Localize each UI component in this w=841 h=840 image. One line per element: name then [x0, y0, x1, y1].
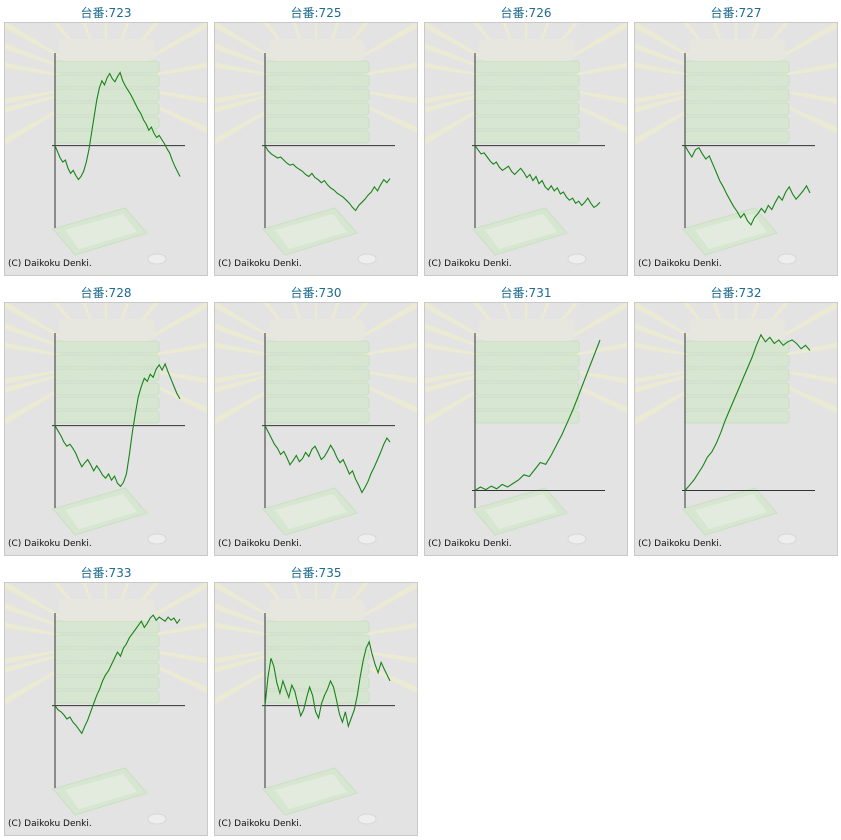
background-illustration — [635, 303, 837, 545]
copyright-text: (C) Daikoku Denki. — [218, 819, 302, 829]
machine-number-link[interactable]: 台番:726 — [500, 6, 552, 20]
copyright-text: (C) Daikoku Denki. — [8, 259, 92, 269]
series-line — [264, 640, 391, 729]
series-line — [54, 614, 181, 735]
machine-number-link[interactable]: 台番:732 — [710, 286, 762, 300]
chart-panel[interactable]: (C) Daikoku Denki. — [4, 582, 208, 836]
chart-title: 台番:733 — [4, 565, 208, 581]
copyright-text: (C) Daikoku Denki. — [638, 259, 722, 269]
background-illustration — [635, 23, 837, 265]
copyright-text: (C) Daikoku Denki. — [428, 539, 512, 549]
chart-panel[interactable]: (C) Daikoku Denki. — [424, 22, 628, 276]
series-line — [684, 333, 811, 491]
line-chart — [635, 303, 837, 545]
copyright-text: (C) Daikoku Denki. — [8, 539, 92, 549]
machine-number-link[interactable]: 台番:727 — [710, 6, 762, 20]
background-illustration — [5, 583, 207, 825]
background-illustration — [215, 303, 417, 545]
machine-number-link[interactable]: 台番:731 — [500, 286, 552, 300]
series-line — [264, 145, 391, 212]
copyright-text: (C) Daikoku Denki. — [218, 539, 302, 549]
machine-number-link[interactable]: 台番:730 — [290, 286, 342, 300]
machine-number-link[interactable]: 台番:735 — [290, 566, 342, 580]
machine-chart-card: 台番:731 (C) Daikoku Denki. — [424, 282, 628, 556]
chart-panel[interactable]: (C) Daikoku Denki. — [424, 302, 628, 556]
line-chart — [635, 23, 837, 265]
chart-panel[interactable]: (C) Daikoku Denki. — [214, 302, 418, 556]
chart-title: 台番:730 — [214, 285, 418, 301]
machine-number-link[interactable]: 台番:723 — [80, 6, 132, 20]
chart-title: 台番:735 — [214, 565, 418, 581]
machine-number-link[interactable]: 台番:728 — [80, 286, 132, 300]
copyright-text: (C) Daikoku Denki. — [218, 259, 302, 269]
line-chart — [425, 23, 627, 265]
chart-panel[interactable]: (C) Daikoku Denki. — [634, 22, 838, 276]
line-chart — [425, 303, 627, 545]
chart-panel[interactable]: (C) Daikoku Denki. — [214, 582, 418, 836]
line-chart — [215, 23, 417, 265]
series-line — [474, 339, 601, 491]
line-chart — [5, 583, 207, 825]
background-illustration — [5, 23, 207, 265]
line-chart — [5, 23, 207, 265]
machine-chart-card: 台番:723 (C) Daikoku Denki. — [4, 2, 208, 276]
background-illustration — [215, 23, 417, 265]
line-chart — [215, 583, 417, 825]
background-illustration — [425, 23, 627, 265]
chart-title: 台番:727 — [634, 5, 838, 21]
machine-number-link[interactable]: 台番:733 — [80, 566, 132, 580]
machine-chart-card: 台番:732 (C) Daikoku Denki. — [634, 282, 838, 556]
chart-title: 台番:723 — [4, 5, 208, 21]
chart-panel[interactable]: (C) Daikoku Denki. — [634, 302, 838, 556]
machine-chart-card: 台番:727 (C) Daikoku Denki. — [634, 2, 838, 276]
background-illustration — [425, 303, 627, 545]
line-chart — [215, 303, 417, 545]
machine-chart-card: 台番:735 (C) Daikoku Denki. — [214, 562, 418, 836]
machine-chart-card: 台番:733 (C) Daikoku Denki. — [4, 562, 208, 836]
chart-panel[interactable]: (C) Daikoku Denki. — [4, 302, 208, 556]
background-illustration — [215, 583, 417, 825]
series-line — [54, 71, 181, 181]
machine-chart-card: 台番:728 (C) Daikoku Denki. — [4, 282, 208, 556]
machine-number-link[interactable]: 台番:725 — [290, 6, 342, 20]
chart-title: 台番:732 — [634, 285, 838, 301]
line-chart — [5, 303, 207, 545]
copyright-text: (C) Daikoku Denki. — [8, 819, 92, 829]
chart-title: 台番:725 — [214, 5, 418, 21]
copyright-text: (C) Daikoku Denki. — [428, 259, 512, 269]
series-line — [684, 145, 811, 226]
background-illustration — [5, 303, 207, 545]
machine-chart-card: 台番:730 (C) Daikoku Denki. — [214, 282, 418, 556]
series-line — [54, 362, 181, 488]
series-line — [264, 425, 391, 494]
chart-panel[interactable]: (C) Daikoku Denki. — [214, 22, 418, 276]
series-line — [474, 145, 601, 209]
chart-title: 台番:726 — [424, 5, 628, 21]
copyright-text: (C) Daikoku Denki. — [638, 539, 722, 549]
machine-chart-card: 台番:725 (C) Daikoku Denki. — [214, 2, 418, 276]
chart-panel[interactable]: (C) Daikoku Denki. — [4, 22, 208, 276]
chart-title: 台番:728 — [4, 285, 208, 301]
chart-title: 台番:731 — [424, 285, 628, 301]
machine-chart-card: 台番:726 (C) Daikoku Denki. — [424, 2, 628, 276]
